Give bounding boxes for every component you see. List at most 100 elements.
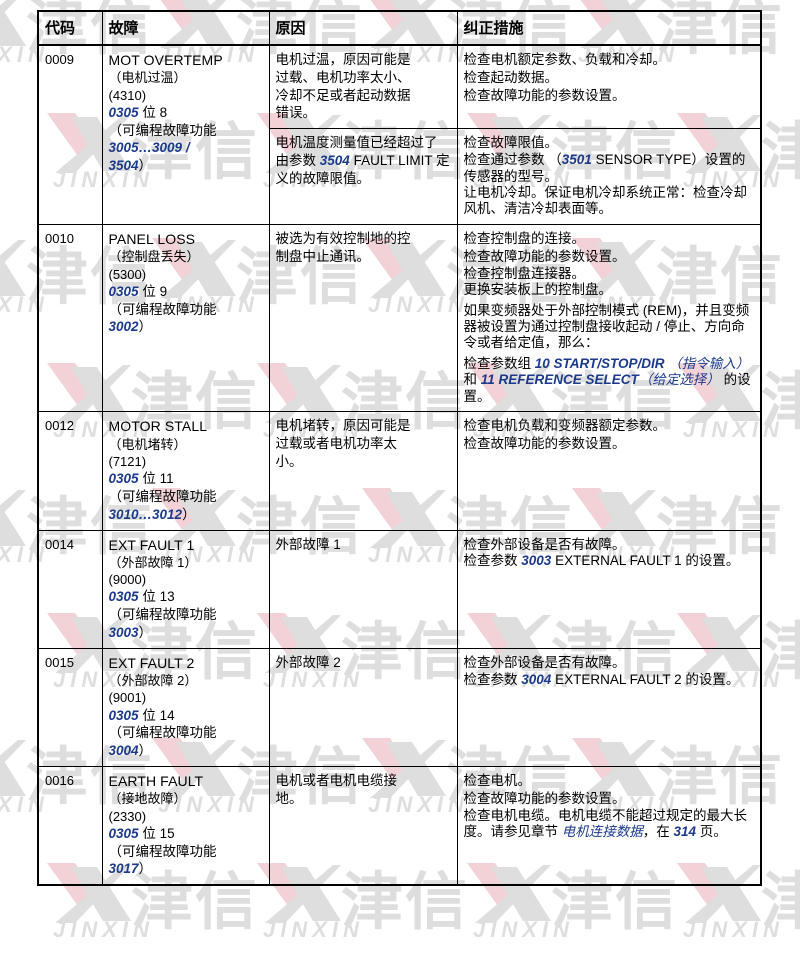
x-mark-logo-icon (0, 490, 26, 546)
cell-cause: 电机过温，原因可能是 过载、电机功率太小、 冷却不足或者起动数据 错误。 (268, 44, 458, 130)
action-line: 让电机冷却。保证电机冷却系统正常：检查冷却风机、清洁冷却表面等。 (463, 185, 748, 217)
fault-prog-label: （可编程故障功能 (108, 488, 217, 504)
fault-bit-label: 位 9 (142, 283, 168, 299)
action-line: 检查电机负载和变频器额定参数。 (463, 418, 667, 434)
fault-number: (7121) (108, 453, 147, 469)
cell-action: 检查外部设备是否有故障。 检查参数 3003 EXTERNAL FAULT 1 … (456, 529, 762, 649)
table-row: 0014 EXT FAULT 1 （外部故障 1） (9000) 0305 位 … (37, 529, 762, 649)
cell-cause: 电机堵转，原因可能是 过载或者电机功率太 小。 (268, 411, 458, 531)
watermark-logo-text: 津信 (761, 115, 800, 188)
fault-name-en: EARTH FAULT (108, 772, 204, 789)
cause-line: 电机过温，原因可能是 (275, 52, 411, 67)
column-header-code: 代码 (37, 10, 103, 46)
fault-prog-label: （可编程故障功能 (108, 607, 217, 623)
action-param: 3004 (521, 671, 552, 687)
cause-line: 制盘中止通讯。 (275, 248, 371, 264)
fault-bit-param: 0305 (108, 707, 139, 723)
cell-fault: EARTH FAULT （接地故障） (2330) 0305 位 15 （可编程… (101, 765, 270, 886)
action-ref-post: 页。 (696, 824, 727, 840)
fault-prog-param: 3003 (108, 624, 139, 640)
fault-prog-close: ） (138, 743, 153, 759)
x-mark-logo-icon (0, 740, 26, 796)
action-param: 3003 (521, 553, 552, 569)
fault-number: (9000) (108, 572, 147, 588)
action-ref-pre: 检查参数组 (463, 355, 535, 371)
table-header-row: 代码 故障 原因 纠正措施 (37, 10, 762, 46)
cell-action: 检查故障限值。 检查通过参数 （3501 SENSOR TYPE）设置的传感器的… (456, 128, 762, 225)
fault-prog-param: 3010…3012 (108, 506, 183, 522)
fault-bit-param: 0305 (108, 471, 139, 487)
watermark-logo-text: 津信 (761, 615, 800, 688)
action-line: 检查外部设备是否有故障。 (463, 536, 626, 552)
cause-line: 冷却不足或者起动数据 (275, 87, 411, 103)
fault-prog-param-2: 3504 (108, 158, 139, 174)
action-line: 检查起动数据。 (463, 69, 559, 85)
action-text-pre: 检查通过参数 （ (463, 152, 562, 168)
fault-name-en: EXT FAULT 2 (108, 654, 195, 671)
column-header-fault: 故障 (101, 10, 270, 46)
fault-name-en: MOT OVERTEMP (108, 52, 223, 68)
action-param-group-2: 11 REFERENCE SELECT (480, 372, 639, 388)
fault-prog-label: （可编程故障功能 (108, 301, 217, 317)
cell-fault: MOTOR STALL （电机堵转） (7121) 0305 位 11 （可编程… (101, 411, 270, 531)
watermark-latin-text: JINXIN (263, 917, 364, 942)
cell-code: 0016 (37, 765, 103, 886)
table-row: 0015 EXT FAULT 2 （外部故障 2） (9001) 0305 位 … (37, 647, 762, 767)
table-body: 0009 MOT OVERTEMP （电机过温） (4310) 0305 位 8… (37, 44, 762, 886)
action-line: 检查电机额定参数、负载和冷却。 (463, 52, 667, 67)
cell-cause: 外部故障 1 (268, 529, 458, 649)
cell-code: 0012 (37, 411, 103, 531)
fault-name-zh: （外部故障 2） (108, 673, 198, 689)
table-row: 0010 PANEL LOSS （控制盘丢失） (5300) 0305 位 9 … (37, 223, 762, 413)
fault-prog-label: （可编程故障功能 (108, 725, 217, 741)
fault-bit-label: 位 8 (142, 104, 168, 120)
action-paragraph: 如果变频器处于外部控制模式 (REM)，并且变频器被设置为通过控制盘接收起动 /… (463, 302, 750, 351)
action-line: 检查电机。 (463, 772, 532, 788)
action-xref-link[interactable]: 电机连接数据 (561, 824, 643, 840)
cause-param: 3504 (319, 153, 350, 169)
fault-bit-param: 0305 (108, 825, 139, 841)
fault-code-table-container: 代码 故障 原因 纠正措施 0009 MOT OVERTEMP （电机过温） (… (37, 10, 762, 887)
cell-action: 检查电机额定参数、负载和冷却。 检查起动数据。 检查故障功能的参数设置。 (456, 44, 762, 130)
fault-prog-close: ） (138, 624, 153, 640)
fault-bit-label: 位 11 (142, 471, 174, 487)
action-line: 检查故障功能的参数设置。 (463, 248, 626, 264)
column-header-cause: 原因 (268, 10, 458, 46)
fault-prog-param: 3002 (108, 319, 139, 335)
action-line: 检查故障限值。 (463, 135, 559, 151)
fault-code-table: 代码 故障 原因 纠正措施 0009 MOT OVERTEMP （电机过温） (… (37, 10, 762, 887)
fault-prog-param: 3004 (108, 743, 139, 759)
action-page-number[interactable]: 314 (673, 824, 697, 840)
cause-line: 过载、电机功率太小、 (275, 69, 411, 85)
column-header-action: 纠正措施 (456, 10, 762, 46)
cell-action: 检查电机负载和变频器额定参数。 检查故障功能的参数设置。 (456, 411, 762, 531)
table-row: 0016 EARTH FAULT （接地故障） (2330) 0305 位 15… (37, 765, 762, 886)
action-param: 3501 (561, 152, 592, 168)
action-line: 更换安装板上的控制盘。 (463, 282, 613, 298)
action-ref-mid-2: 和 (463, 372, 481, 388)
fault-bit-param: 0305 (108, 104, 139, 120)
cell-cause: 电机温度测量值已经超过了由参数 3504 FAULT LIMIT 定义的故障限值… (268, 128, 458, 225)
action-ref-pre: 检查参数 (463, 671, 522, 687)
table-row: 0012 MOTOR STALL （电机堵转） (7121) 0305 位 11… (37, 411, 762, 531)
action-ref-pre: 检查电机电缆。电机电缆不能超过规定的最大长度。请参见章节 (463, 807, 748, 840)
fault-bit-label: 位 14 (142, 707, 175, 723)
fault-prog-param: 3017 (108, 861, 139, 877)
fault-prog-close: ） (182, 506, 196, 522)
cause-text-post: FAULT LIMIT 定义的故障限值。 (275, 153, 450, 186)
fault-prog-param: 3005…3009 / (108, 140, 190, 156)
action-ref-post: EXTERNAL FAULT 1 的设置。 (551, 553, 740, 569)
fault-name-zh: （电机堵转） (108, 436, 187, 452)
cause-line: 电机或者电机电缆接 (275, 772, 398, 788)
cause-line: 过载或者电机功率太 (275, 436, 398, 452)
watermark-logo-text: 津信 (761, 865, 800, 938)
watermark-logo-text: 津信 (761, 365, 800, 438)
fault-bit-label: 位 15 (142, 825, 175, 841)
fault-number: (4310) (108, 87, 147, 103)
cell-fault: EXT FAULT 2 （外部故障 2） (9001) 0305 位 14 （可… (101, 647, 270, 767)
action-param-group-1: 10 START/STOP/DIR (534, 355, 665, 371)
fault-bit-label: 位 13 (142, 589, 175, 605)
fault-prog-close: ） (138, 319, 153, 335)
cell-code: 0014 (37, 529, 103, 649)
cause-line: 外部故障 1 (275, 536, 341, 552)
